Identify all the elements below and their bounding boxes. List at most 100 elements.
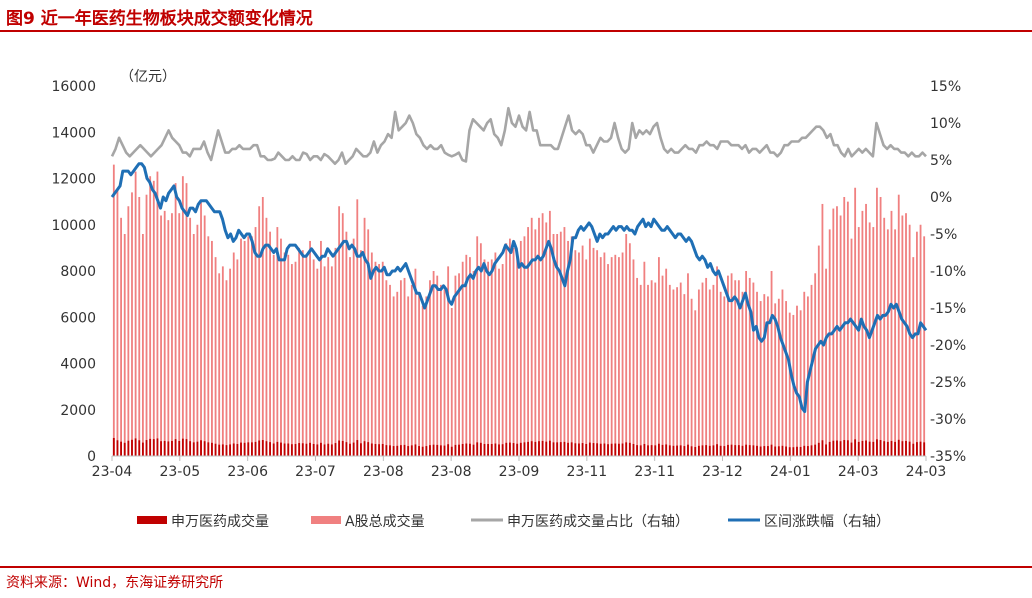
- sw-pharma-volume-bar: [618, 443, 620, 456]
- sw-pharma-volume-bar: [865, 440, 867, 456]
- a-share-volume-bar: [298, 247, 301, 457]
- sw-pharma-volume-bar: [127, 440, 130, 456]
- sw-pharma-volume-bar: [919, 441, 922, 456]
- sw-pharma-volume-bar: [690, 446, 693, 456]
- a-share-volume-bar: [472, 271, 475, 456]
- a-share-volume-bar: [603, 252, 606, 456]
- sw-pharma-volume-bar: [712, 445, 715, 456]
- sw-pharma-volume-bar: [879, 440, 882, 456]
- sw-pharma-volume-bar: [825, 444, 827, 456]
- a-share-volume-bar: [171, 213, 173, 456]
- a-share-volume-bar: [588, 238, 591, 457]
- a-share-volume-bar: [563, 227, 566, 456]
- x-tick-label: 24-03: [906, 464, 947, 480]
- sw-pharma-volume-bar: [476, 442, 479, 456]
- a-share-volume-bar: [479, 243, 482, 456]
- sw-pharma-volume-bar: [596, 443, 599, 456]
- sw-pharma-volume-bar: [843, 440, 846, 456]
- sw-pharma-volume-bar: [298, 443, 301, 456]
- sw-pharma-volume-bar: [857, 441, 860, 456]
- y-axis-unit-label: （亿元）: [120, 69, 176, 85]
- sw-pharma-volume-bar: [868, 441, 871, 456]
- sw-pharma-volume-bar: [134, 438, 137, 456]
- sw-pharma-volume-bar: [338, 440, 341, 456]
- sw-pharma-volume-bar: [156, 438, 159, 456]
- legend-label: A股总成交量: [345, 513, 425, 530]
- a-share-volume-bar: [705, 277, 708, 456]
- sw-pharma-volume-bar: [541, 440, 544, 456]
- sw-pharma-volume-bar: [283, 443, 286, 456]
- sw-pharma-volume-bar: [290, 444, 293, 456]
- sw-pharma-volume-bar: [727, 444, 729, 456]
- a-share-volume-bar: [781, 289, 784, 456]
- a-share-volume-bar: [610, 257, 613, 457]
- a-share-volume-bar: [487, 261, 490, 456]
- a-share-volume-bar: [156, 171, 159, 456]
- sw-pharma-volume-bar: [697, 445, 700, 456]
- a-share-volume-bar: [385, 280, 388, 456]
- sw-pharma-volume-bar: [236, 443, 239, 456]
- sw-pharma-volume-bar: [363, 441, 366, 456]
- a-share-volume-bar: [447, 266, 450, 456]
- sw-pharma-volume-bar: [552, 442, 555, 456]
- sw-pharma-volume-bar: [923, 442, 926, 456]
- sw-pharma-volume-bar: [796, 446, 798, 456]
- a-share-volume-bar: [218, 273, 221, 456]
- a-share-volume-bar: [203, 215, 206, 456]
- a-share-volume-bar: [876, 187, 878, 456]
- sw-pharma-volume-bar: [192, 442, 195, 456]
- y-tick-label: 8000: [60, 264, 96, 280]
- a-share-volume-bar: [254, 227, 257, 456]
- top-rule: [0, 30, 1032, 32]
- figure-title: 图9 近一年医药生物板块成交额变化情况: [6, 9, 313, 29]
- sw-pharma-volume-bar: [509, 442, 511, 456]
- a-share-volume-bar: [127, 206, 130, 456]
- sw-pharma-volume-bar: [330, 444, 333, 456]
- a-share-volume-bar: [461, 261, 464, 456]
- a-share-volume-bar: [694, 310, 697, 456]
- sw-pharma-volume-bar: [614, 443, 617, 456]
- sw-pharma-volume-bar: [745, 444, 748, 456]
- a-share-volume-bar: [225, 280, 228, 456]
- a-share-volume-bar: [748, 277, 751, 456]
- sw-pharma-volume-bar: [643, 443, 646, 456]
- sw-pharma-volume-bar: [501, 444, 504, 456]
- a-share-volume-bar: [916, 231, 918, 456]
- a-share-volume-bar: [301, 250, 304, 456]
- y2-tick-label: -10%: [930, 264, 966, 280]
- sw-pharma-volume-bar: [636, 445, 639, 456]
- a-share-volume-bar: [221, 266, 224, 456]
- a-share-volume-bar: [919, 224, 922, 456]
- sw-pharma-volume-bar: [443, 445, 446, 456]
- sw-pharma-volume-bar: [211, 442, 213, 456]
- a-share-volume-bar: [614, 254, 617, 456]
- sw-pharma-volume-bar: [737, 445, 740, 456]
- sw-pharma-volume-bar: [908, 441, 911, 456]
- sw-pharma-volume-bar: [658, 443, 660, 456]
- a-share-volume-bar: [152, 180, 155, 456]
- a-share-volume-bar: [294, 261, 297, 456]
- a-share-volume-bar: [883, 217, 886, 456]
- sw-pharma-volume-bar: [120, 441, 122, 456]
- y-tick-label: 10000: [51, 218, 96, 234]
- sw-pharma-volume-bar: [581, 443, 584, 456]
- sw-pharma-volume-bar: [316, 444, 319, 456]
- a-share-volume-bar: [854, 187, 857, 456]
- a-share-volume-bar: [727, 275, 729, 457]
- a-share-volume-bar: [872, 227, 875, 456]
- a-share-volume-bar: [160, 215, 162, 456]
- sw-pharma-volume-bar: [349, 443, 351, 456]
- sw-pharma-volume-bar: [527, 441, 529, 456]
- sw-pharma-volume-bar: [628, 442, 631, 456]
- sw-pharma-volume-bar: [665, 444, 668, 456]
- sw-pharma-volume-bar: [545, 441, 548, 456]
- sw-pharma-volume-bar: [574, 443, 577, 456]
- a-share-volume-bar: [145, 194, 148, 456]
- a-share-volume-bar: [817, 245, 820, 456]
- sw-pharma-volume-bar: [563, 441, 566, 456]
- a-share-volume-bar: [512, 247, 515, 457]
- sw-pharma-volume-bar: [854, 439, 857, 456]
- sw-pharma-volume-bar: [356, 440, 359, 456]
- a-share-volume-bar: [265, 217, 268, 456]
- sw-pharma-volume-bar: [916, 442, 918, 457]
